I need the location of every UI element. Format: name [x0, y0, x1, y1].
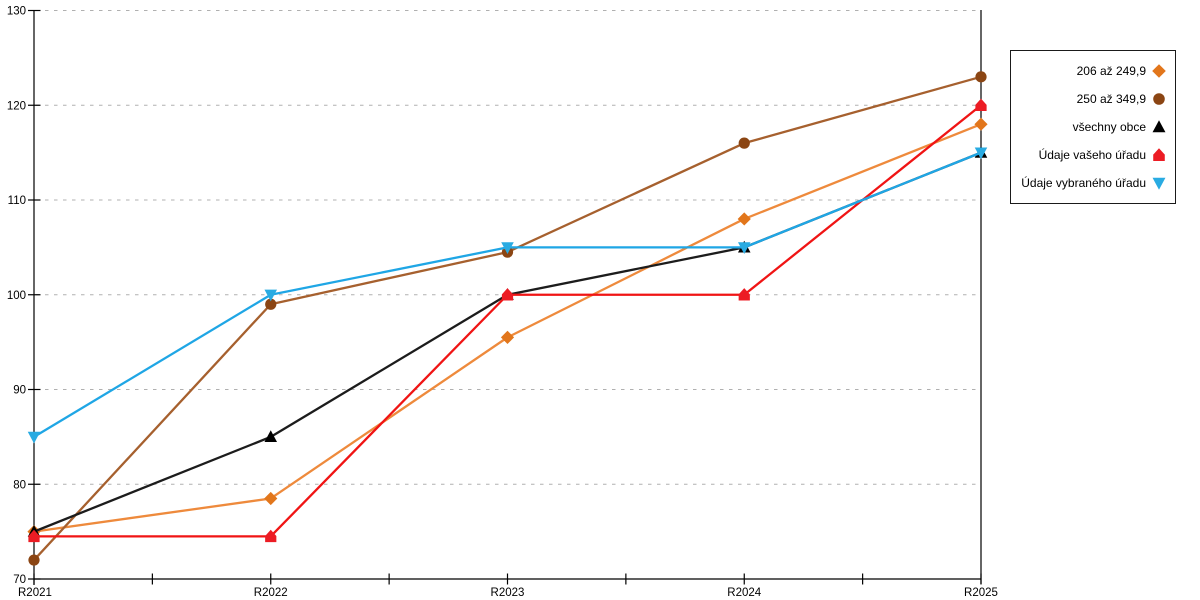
data-point-3-1 — [265, 529, 277, 543]
y-tick-label-90: 90 — [13, 385, 26, 397]
series-4 — [27, 147, 988, 444]
legend-label: 250 až 349,9 — [1076, 92, 1146, 106]
legend-item-1: 250 až 349,9 — [1011, 88, 1175, 110]
data-point-4-1 — [264, 289, 278, 302]
legend-item-0: 206 až 249,9 — [1011, 60, 1175, 82]
legend-marker-shape-3 — [1153, 148, 1165, 161]
series-line-3 — [32, 104, 983, 538]
legend: 206 až 249,9 250 až 349,9 všechny obce Údaj… — [1010, 50, 1176, 204]
series-line-0 — [32, 123, 983, 533]
data-point-0-1 — [264, 491, 278, 506]
data-point-4-3 — [737, 242, 751, 254]
series-3 — [28, 98, 987, 543]
series-0 — [27, 117, 988, 539]
x-tick-label-R2024: R2024 — [727, 587, 761, 599]
y-tick-label-120: 120 — [7, 100, 26, 112]
y-tick-label-130: 130 — [7, 6, 26, 18]
data-point-3-0 — [28, 529, 40, 543]
legend-pentagon-icon — [1153, 148, 1165, 161]
legend-marker-shape-1 — [1153, 93, 1165, 105]
legend-marker-shape-0 — [1152, 64, 1166, 78]
data-point-0-3 — [737, 212, 751, 226]
x-tick-label-R2025: R2025 — [964, 587, 998, 599]
gridlines — [36, 10, 979, 485]
y-tick-label-100: 100 — [7, 290, 26, 302]
x-tick-label-R2021: R2021 — [18, 587, 52, 599]
data-point-0-2 — [500, 330, 515, 344]
legend-circle-icon — [1153, 93, 1165, 105]
legend-triangle-down-icon — [1152, 177, 1166, 190]
legend-item-3: Údaje vašeho úřadu — [1011, 144, 1175, 166]
legend-triangle-up-icon — [1152, 120, 1166, 133]
data-point-4-0 — [27, 431, 41, 444]
x-tick-label-R2023: R2023 — [491, 587, 525, 599]
data-point-2-1 — [264, 430, 278, 443]
y-tick-label-110: 110 — [8, 195, 26, 207]
legend-item-4: Údaje vybraného úřadu — [1011, 172, 1175, 194]
data-point-3-2 — [501, 288, 514, 301]
legend-item-2: všechny obce — [1011, 116, 1175, 138]
legend-label: Údaje vybraného úřadu — [1021, 176, 1146, 190]
data-point-3-4 — [975, 98, 987, 112]
x-tick-label-R2022: R2022 — [254, 587, 288, 599]
series-1 — [28, 71, 987, 566]
legend-marker-shape-4 — [1152, 177, 1166, 190]
data-point-1-0 — [28, 554, 40, 566]
legend-label: 206 až 249,9 — [1076, 64, 1146, 78]
legend-label: všechny obce — [1072, 120, 1146, 134]
x-axis-ticks: R2021 R2022 R2023 R2024 R2025 — [18, 573, 998, 599]
series-line-1 — [32, 75, 983, 562]
legend-label: Údaje vašeho úřadu — [1038, 148, 1146, 162]
data-point-4-4 — [974, 147, 988, 160]
data-point-4-2 — [501, 242, 514, 254]
legend-diamond-icon — [1152, 64, 1166, 78]
y-axis-ticks: 70 80 90 100 110 120 130 — [7, 6, 41, 586]
data-point-0-4 — [974, 117, 988, 131]
data-point-3-3 — [738, 288, 750, 301]
data-point-1-3 — [738, 137, 750, 149]
y-tick-label-80: 80 — [13, 479, 26, 491]
legend-marker-shape-2 — [1152, 120, 1166, 133]
data-point-1-1 — [265, 298, 277, 310]
data-point-1-4 — [975, 71, 987, 83]
y-tick-label-70: 70 — [13, 574, 26, 586]
